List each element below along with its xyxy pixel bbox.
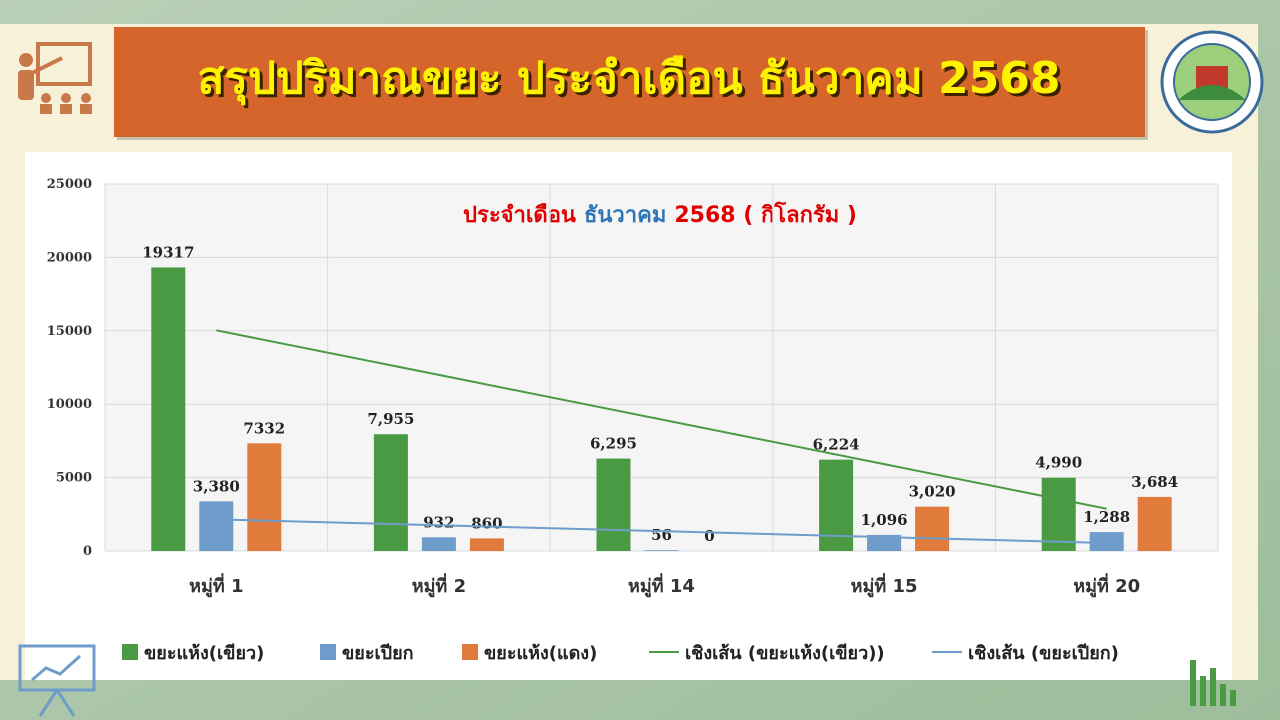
bar <box>819 459 854 551</box>
bar <box>199 501 234 551</box>
legend-swatch <box>462 644 478 660</box>
bar <box>596 458 631 551</box>
bar <box>247 443 282 551</box>
data-label: 4,990 <box>1035 454 1082 472</box>
bar <box>469 538 504 551</box>
data-label: 1,096 <box>861 511 908 529</box>
data-label: 56 <box>651 526 672 544</box>
legend-label: ขยะแห้ง(แดง) <box>484 643 597 664</box>
legend-label: ขยะเปียก <box>342 643 414 664</box>
y-tick-label: 25000 <box>47 177 92 192</box>
y-tick-label: 20000 <box>47 250 92 265</box>
title: สรุปปริมาณขยะ ประจำเดือน ธันวาคม 2568 <box>197 53 1060 106</box>
presenter-icon <box>18 42 92 114</box>
title-shadow: สรุปปริมาณขยะ ประจำเดือน ธันวาคม 2568 <box>200 56 1063 109</box>
y-tick-label: 0 <box>83 544 92 559</box>
chart-title-part: ประจำเดือน <box>463 203 576 228</box>
x-tick-label: หมู่ที่ 14 <box>628 573 695 598</box>
data-label: 7,955 <box>367 410 414 428</box>
legend-label: เชิงเส้น (ขยะเปียก) <box>968 643 1119 664</box>
y-tick-label: 10000 <box>47 397 92 412</box>
data-label: 3,684 <box>1131 473 1178 491</box>
data-label: 19317 <box>142 243 194 261</box>
bar <box>373 434 408 551</box>
x-tick-label: หมู่ที่ 15 <box>851 573 918 598</box>
data-label: 1,288 <box>1083 508 1130 526</box>
data-label: 860 <box>471 514 502 532</box>
bar <box>421 537 456 551</box>
legend-label: เชิงเส้น (ขยะแห้ง(เขียว)) <box>685 643 885 664</box>
bar <box>644 550 679 551</box>
chart-title: ประจำเดือน ธันวาคม 2568 ( กิโลกรัม ) <box>463 201 857 228</box>
trend-line <box>216 518 1107 544</box>
data-label: 0 <box>704 527 714 545</box>
bar <box>1041 477 1076 551</box>
data-label: 3,020 <box>909 483 956 501</box>
data-label: 6,295 <box>590 435 637 453</box>
plot-area <box>105 184 1218 551</box>
chart-icon <box>18 644 96 717</box>
banner <box>114 27 1145 137</box>
bar <box>867 534 902 551</box>
bar-icon <box>1190 660 1236 706</box>
bar <box>151 267 186 551</box>
legend-swatch <box>122 644 138 660</box>
chart-title-part: 2568 ( กิโลกรัม ) <box>674 201 857 228</box>
legend-label: ขยะแห้ง(เขียว) <box>144 643 264 664</box>
legend-swatch <box>320 644 336 660</box>
data-label: 7332 <box>243 419 285 437</box>
bar <box>1137 496 1172 551</box>
trend-line <box>216 329 1107 510</box>
data-label: 6,224 <box>813 436 860 454</box>
bar <box>915 506 950 551</box>
x-tick-label: หมู่ที่ 20 <box>1073 573 1140 598</box>
data-label: 3,380 <box>193 477 240 495</box>
x-tick-label: หมู่ที่ 2 <box>412 573 466 598</box>
logo <box>1160 30 1264 134</box>
bar <box>1089 532 1124 551</box>
x-tick-label: หมู่ที่ 1 <box>189 573 243 598</box>
chart-title-part: ธันวาคม <box>584 203 666 228</box>
data-label: 932 <box>423 513 454 531</box>
y-tick-label: 15000 <box>47 324 92 339</box>
y-tick-label: 5000 <box>56 471 92 486</box>
